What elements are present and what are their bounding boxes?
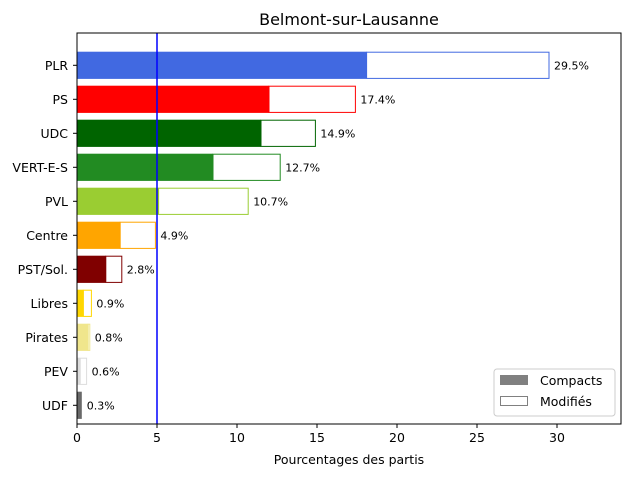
- bar-compacts-libres: [77, 289, 84, 317]
- y-tick-label: Libres: [31, 296, 68, 311]
- bar-modifies-ps: [268, 85, 356, 113]
- x-tick-label: 15: [309, 430, 325, 445]
- data-label-udc: 14.9%: [320, 127, 355, 140]
- bar-compacts-pvl: [77, 187, 159, 215]
- data-label-pirates: 0.8%: [95, 331, 123, 344]
- legend-swatch-modifies: [500, 396, 528, 406]
- bar-modifies-udc: [260, 119, 316, 147]
- data-label-pvl: 10.7%: [253, 195, 288, 208]
- y-tick-label: Pirates: [25, 330, 68, 345]
- y-tick-label: Centre: [26, 228, 68, 243]
- bar-group: 29.5% 17.4% 14.9% 12.7% 10.7% 4.9% 2.8% 0.9% 0.8…: [77, 51, 589, 419]
- y-tick-label: PEV: [44, 364, 68, 379]
- bar-modifies-libres: [82, 289, 92, 317]
- y-axis: PLR PS UDC VERT-E-S PVL Centre PST/Sol. Libres P…: [12, 58, 77, 413]
- y-tick-label: PLR: [45, 58, 69, 73]
- data-label-plr: 29.5%: [554, 59, 589, 72]
- bar-compacts-pirates: [77, 323, 89, 351]
- bar-modifies-vert-e-s: [212, 153, 281, 181]
- y-tick-label: UDC: [40, 126, 68, 141]
- x-tick-label: 10: [229, 430, 245, 445]
- bar-compacts-ps: [77, 85, 269, 113]
- x-axis: 0 5 10 15 20 25 30: [73, 424, 565, 445]
- data-label-ps: 17.4%: [360, 93, 395, 106]
- bar-compacts-pst-sol: [77, 255, 106, 283]
- bar-modifies-pev: [79, 357, 88, 385]
- chart-title: Belmont-sur-Lausanne: [259, 10, 439, 29]
- x-tick-label: 20: [389, 430, 405, 445]
- legend-label: Compacts: [540, 373, 602, 388]
- x-tick-label: 5: [153, 430, 161, 445]
- data-label-centre: 4.9%: [160, 229, 188, 242]
- bar-compacts-pev: [77, 357, 81, 385]
- bar-modifies-plr: [366, 51, 550, 79]
- bar-modifies-pirates: [87, 323, 91, 351]
- x-tick-label: 30: [549, 430, 565, 445]
- data-label-pst-sol: 2.8%: [127, 263, 155, 276]
- bar-compacts-udc: [77, 119, 261, 147]
- plot-frame: [76, 32, 622, 425]
- y-tick-label: PVL: [45, 194, 68, 209]
- data-label-udf: 0.3%: [87, 399, 115, 412]
- bar-compacts-centre: [77, 221, 121, 249]
- data-label-libres: 0.9%: [96, 297, 124, 310]
- bar-modifies-pvl: [158, 187, 249, 215]
- x-tick-label: 25: [469, 430, 485, 445]
- bar-modifies-pst-sol: [105, 255, 123, 283]
- y-tick-label: UDF: [42, 398, 68, 413]
- y-tick-label: PS: [53, 92, 69, 107]
- y-tick-label: VERT-E-S: [12, 160, 68, 175]
- bar-compacts-udf: [77, 391, 82, 419]
- legend: Compacts Modifiés: [493, 368, 616, 417]
- y-tick-label: PST/Sol.: [18, 262, 68, 277]
- x-tick-label: 0: [73, 430, 81, 445]
- data-label-pev: 0.6%: [92, 365, 120, 378]
- data-label-vert-e-s: 12.7%: [285, 161, 320, 174]
- bar-modifies-centre: [119, 221, 156, 249]
- x-axis-label: Pourcentages des partis: [274, 452, 424, 467]
- legend-swatch-compacts: [500, 375, 528, 385]
- legend-label: Modifiés: [540, 394, 592, 409]
- bar-compacts-plr: [77, 51, 367, 79]
- bar-compacts-vert-e-s: [77, 153, 213, 181]
